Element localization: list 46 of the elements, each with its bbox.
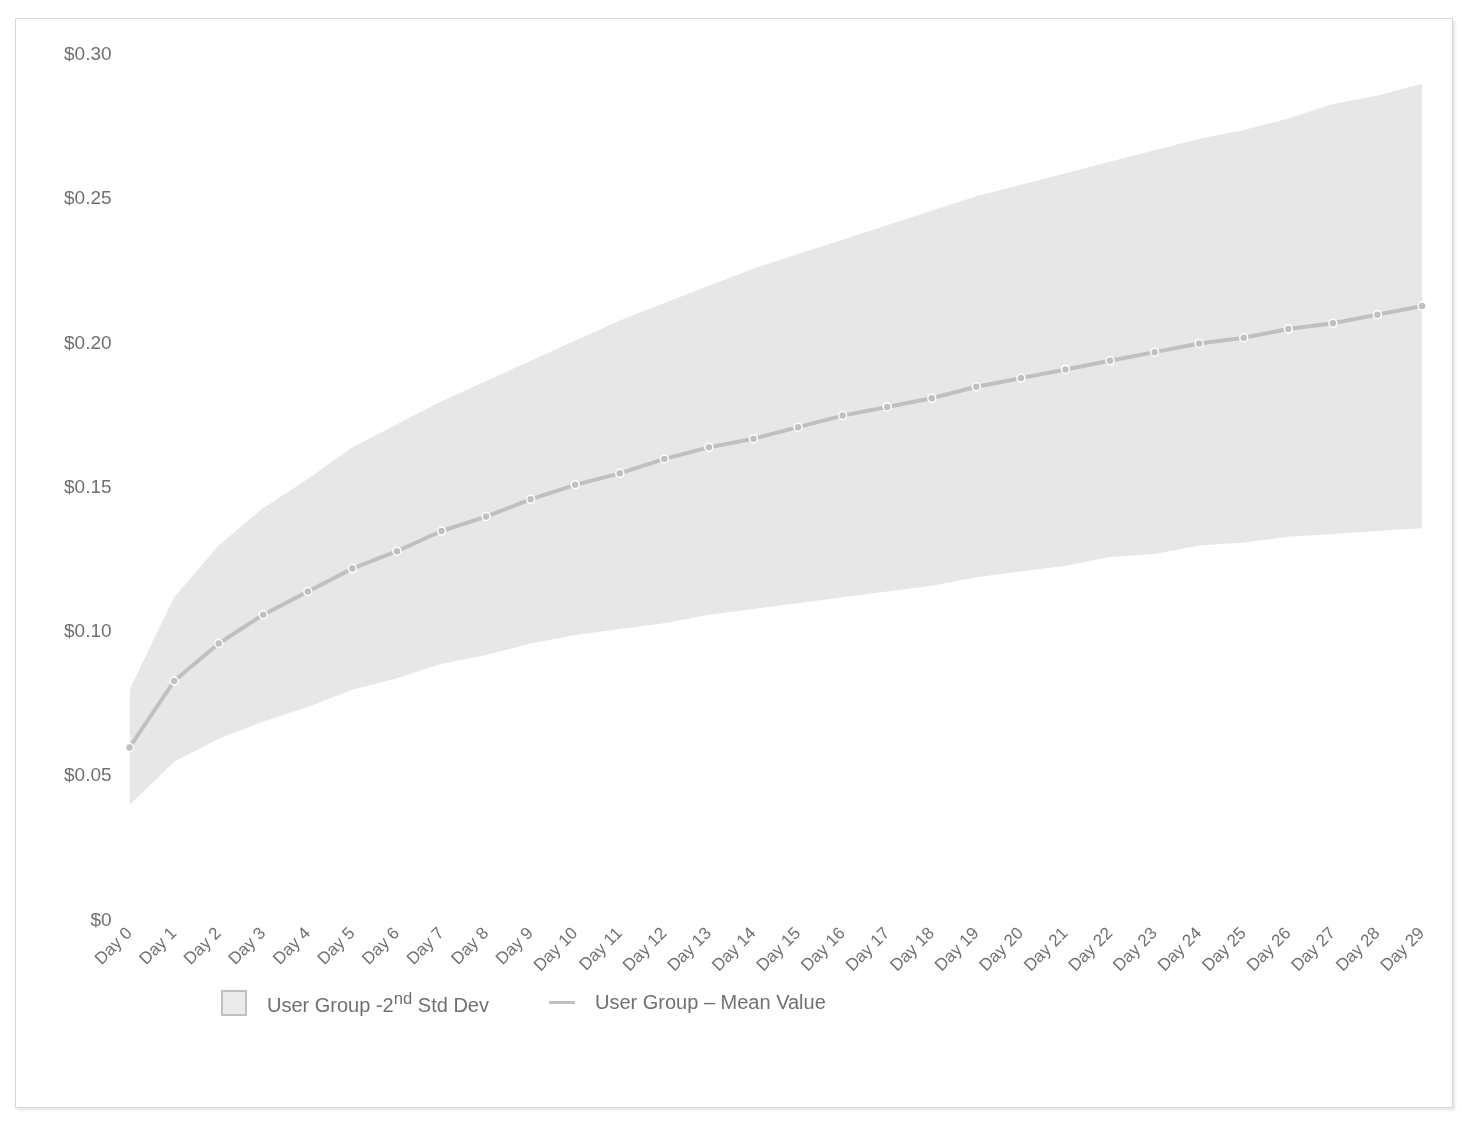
x-tick-label: Day 7 [402, 923, 448, 969]
y-tick-label: $0.20 [64, 331, 112, 353]
point [1328, 318, 1338, 329]
legend-label: User Group – Mean Value [594, 991, 826, 1015]
x-tick-label: Day 6 [358, 923, 404, 969]
point [481, 511, 491, 522]
point [1060, 364, 1071, 375]
x-tick-label: Day 8 [447, 923, 493, 969]
point [659, 454, 670, 464]
x-tick-label: Day 1 [135, 923, 181, 969]
point [303, 586, 313, 597]
point [1105, 356, 1115, 366]
point [570, 480, 580, 490]
point [882, 402, 892, 412]
point [525, 494, 536, 505]
y-tick-label: $0.15 [64, 475, 112, 497]
point [1016, 373, 1026, 383]
y-tick-label: $0.25 [64, 187, 112, 209]
point [213, 638, 224, 649]
point [1238, 332, 1249, 343]
point [927, 393, 937, 404]
y-tick-label: $0.10 [64, 620, 112, 642]
x-tick-label: Day 3 [224, 923, 270, 969]
point [169, 676, 179, 686]
point [837, 410, 848, 421]
x-tick-label: Day 5 [313, 923, 359, 969]
y-tick-label: $0.30 [64, 43, 112, 65]
point [1149, 347, 1160, 357]
point [258, 609, 268, 620]
y-tick-label: $0 [90, 908, 112, 930]
point [971, 382, 982, 392]
point [1194, 338, 1204, 349]
point [793, 422, 803, 432]
point [392, 546, 402, 556]
point [1372, 309, 1383, 320]
x-tick-label: Day 2 [179, 923, 225, 969]
point [1417, 301, 1427, 311]
point [704, 442, 714, 453]
point [1283, 324, 1294, 334]
x-tick-label: Day 4 [269, 923, 314, 969]
y-tick-label: $0.05 [64, 764, 112, 786]
text: User Group -2$^{nd}$ Std Dev [267, 989, 489, 1017]
point [347, 563, 358, 574]
point [615, 468, 625, 479]
point [436, 526, 447, 536]
point [748, 433, 759, 444]
